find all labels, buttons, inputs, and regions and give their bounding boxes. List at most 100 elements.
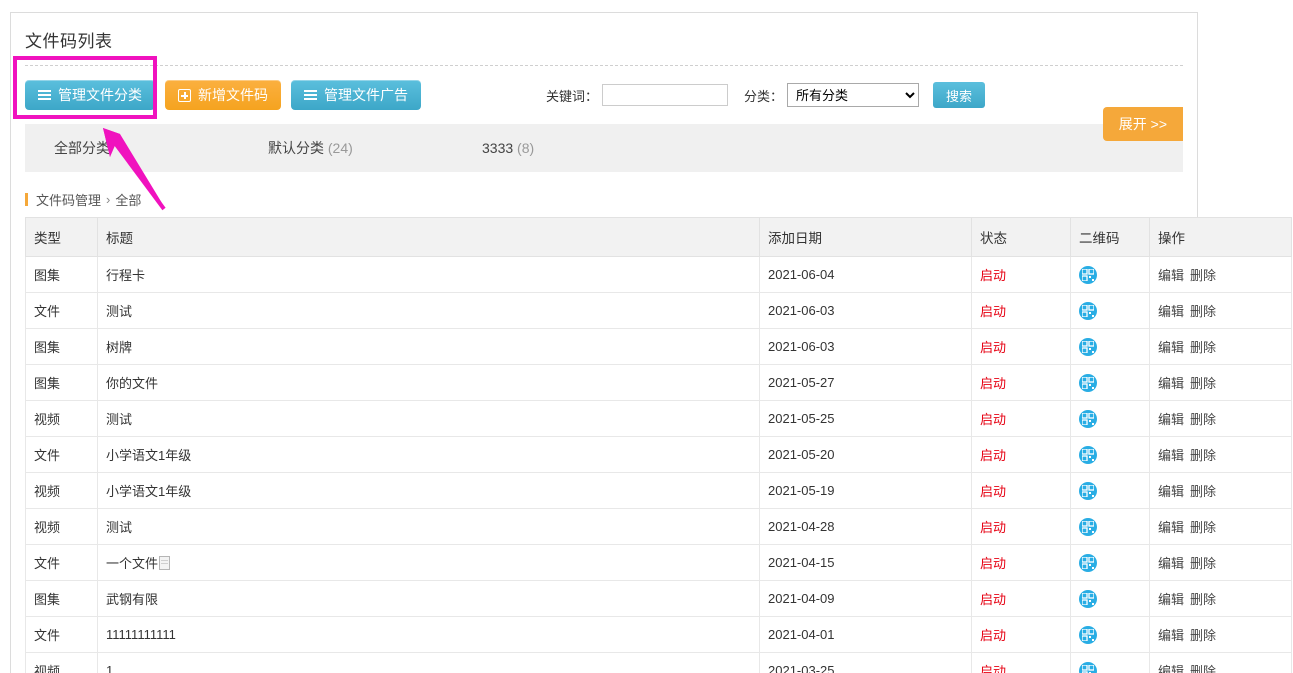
breadcrumb-separator: › bbox=[106, 192, 111, 207]
delete-link[interactable]: 删除 bbox=[1190, 592, 1217, 607]
status-badge[interactable]: 启动 bbox=[980, 628, 1007, 643]
delete-link[interactable]: 删除 bbox=[1190, 268, 1217, 283]
cell-state: 启动 bbox=[971, 616, 1071, 653]
category-select[interactable]: 所有分类 bbox=[787, 83, 920, 107]
qrcode-icon[interactable] bbox=[1079, 517, 1097, 536]
delete-link[interactable]: 删除 bbox=[1190, 304, 1217, 319]
cell-type: 视频 bbox=[25, 652, 98, 673]
cell-title: 树牌 bbox=[97, 328, 760, 365]
status-badge[interactable]: 启动 bbox=[980, 520, 1007, 535]
cell-title: 1 bbox=[97, 652, 760, 673]
edit-link[interactable]: 编辑 bbox=[1158, 448, 1185, 463]
manage-file-category-label: 管理文件分类 bbox=[58, 87, 142, 103]
cell-type: 文件 bbox=[25, 436, 98, 473]
cell-title: 测试 bbox=[97, 292, 760, 329]
cell-state: 启动 bbox=[971, 292, 1071, 329]
qrcode-icon[interactable] bbox=[1079, 445, 1097, 464]
delete-link[interactable]: 删除 bbox=[1190, 448, 1217, 463]
status-badge[interactable]: 启动 bbox=[980, 268, 1007, 283]
qrcode-icon[interactable] bbox=[1079, 481, 1097, 500]
search-button[interactable]: 搜索 bbox=[933, 82, 986, 108]
edit-link[interactable]: 编辑 bbox=[1158, 664, 1185, 673]
status-badge[interactable]: 启动 bbox=[980, 304, 1007, 319]
cell-action: 编辑 删除 bbox=[1149, 508, 1292, 545]
qrcode-icon[interactable] bbox=[1079, 625, 1097, 644]
table-row: 图集 树牌 2021-06-03 启动 编辑 删除 bbox=[25, 328, 1292, 365]
cell-date: 2021-05-20 bbox=[759, 436, 972, 473]
cell-qrcode bbox=[1070, 508, 1150, 545]
qrcode-icon[interactable] bbox=[1079, 265, 1097, 284]
file-code-table: 类型 标题 添加日期 状态 二维码 操作 图集 行程卡 2021-06-04 启动 编辑… bbox=[25, 217, 1292, 673]
category-tab-label: 全部分类 bbox=[54, 140, 110, 156]
delete-link[interactable]: 删除 bbox=[1190, 628, 1217, 643]
manage-file-category-button[interactable]: 管理文件分类 bbox=[25, 80, 155, 110]
edit-link[interactable]: 编辑 bbox=[1158, 520, 1185, 535]
expand-button[interactable]: 展开 >> bbox=[1102, 107, 1183, 141]
add-file-code-button[interactable]: 新增文件码 bbox=[165, 80, 281, 110]
qrcode-icon[interactable] bbox=[1079, 301, 1097, 320]
cell-action: 编辑 删除 bbox=[1149, 544, 1292, 581]
cell-type: 视频 bbox=[25, 472, 98, 509]
cell-state: 启动 bbox=[971, 364, 1071, 401]
page-title: 文件码列表 bbox=[25, 32, 113, 51]
qrcode-icon[interactable] bbox=[1079, 553, 1097, 572]
cell-action: 编辑 删除 bbox=[1149, 436, 1292, 473]
cell-title: 测试 bbox=[97, 400, 760, 437]
cell-date: 2021-06-03 bbox=[759, 328, 972, 365]
edit-link[interactable]: 编辑 bbox=[1158, 592, 1185, 607]
manage-file-ad-button[interactable]: 管理文件广告 bbox=[291, 80, 421, 110]
category-tab-all[interactable]: 全部分类 bbox=[54, 138, 110, 158]
cell-qrcode bbox=[1070, 472, 1150, 509]
delete-link[interactable]: 删除 bbox=[1190, 340, 1217, 355]
delete-link[interactable]: 删除 bbox=[1190, 484, 1217, 499]
status-badge[interactable]: 启动 bbox=[980, 484, 1007, 499]
delete-link[interactable]: 删除 bbox=[1190, 664, 1217, 673]
qrcode-icon[interactable] bbox=[1079, 661, 1097, 673]
delete-link[interactable]: 删除 bbox=[1190, 520, 1217, 535]
status-badge[interactable]: 启动 bbox=[980, 448, 1007, 463]
cell-state: 启动 bbox=[971, 652, 1071, 673]
cell-state: 启动 bbox=[971, 328, 1071, 365]
qrcode-icon[interactable] bbox=[1079, 589, 1097, 608]
status-badge[interactable]: 启动 bbox=[980, 592, 1007, 607]
edit-link[interactable]: 编辑 bbox=[1158, 556, 1185, 571]
qrcode-icon[interactable] bbox=[1079, 373, 1097, 392]
keyword-label: 关键词： bbox=[546, 88, 599, 104]
cell-date: 2021-05-27 bbox=[759, 364, 972, 401]
table-row: 文件 一个文件 2021-04-15 启动 编辑 删除 bbox=[25, 544, 1292, 581]
qrcode-icon[interactable] bbox=[1079, 337, 1097, 356]
edit-link[interactable]: 编辑 bbox=[1158, 340, 1185, 355]
column-header-action: 操作 bbox=[1149, 217, 1292, 257]
status-badge[interactable]: 启动 bbox=[980, 340, 1007, 355]
qrcode-icon[interactable] bbox=[1079, 409, 1097, 428]
cell-qrcode bbox=[1070, 580, 1150, 617]
table-row: 视频 小学语文1年级 2021-05-19 启动 编辑 删除 bbox=[25, 472, 1292, 509]
status-badge[interactable]: 启动 bbox=[980, 376, 1007, 391]
cell-type: 视频 bbox=[25, 508, 98, 545]
cell-qrcode bbox=[1070, 616, 1150, 653]
search-input[interactable] bbox=[602, 84, 729, 106]
cell-state: 启动 bbox=[971, 256, 1071, 293]
status-badge[interactable]: 启动 bbox=[980, 556, 1007, 571]
edit-link[interactable]: 编辑 bbox=[1158, 412, 1185, 427]
delete-link[interactable]: 删除 bbox=[1190, 376, 1217, 391]
category-tab-count: (8) bbox=[517, 140, 535, 156]
edit-link[interactable]: 编辑 bbox=[1158, 628, 1185, 643]
edit-link[interactable]: 编辑 bbox=[1158, 484, 1185, 499]
edit-link[interactable]: 编辑 bbox=[1158, 268, 1185, 283]
category-tab-default[interactable]: 默认分类 (24) bbox=[268, 138, 353, 158]
plus-icon bbox=[178, 88, 191, 102]
edit-link[interactable]: 编辑 bbox=[1158, 376, 1185, 391]
cell-title: 行程卡 bbox=[97, 256, 760, 293]
cell-action: 编辑 删除 bbox=[1149, 292, 1292, 329]
edit-link[interactable]: 编辑 bbox=[1158, 304, 1185, 319]
status-badge[interactable]: 启动 bbox=[980, 664, 1007, 673]
cell-action: 编辑 删除 bbox=[1149, 652, 1292, 673]
delete-link[interactable]: 删除 bbox=[1190, 412, 1217, 427]
category-tab-3333[interactable]: 3333 (8) bbox=[482, 140, 534, 156]
delete-link[interactable]: 删除 bbox=[1190, 556, 1217, 571]
status-badge[interactable]: 启动 bbox=[980, 412, 1007, 427]
cell-date: 2021-04-01 bbox=[759, 616, 972, 653]
breadcrumb-root[interactable]: 文件码管理 bbox=[36, 193, 102, 208]
